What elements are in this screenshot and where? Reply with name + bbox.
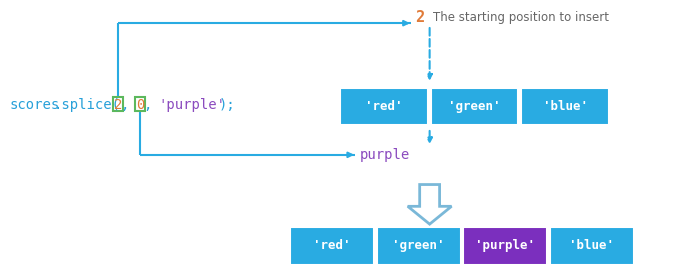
Text: 0: 0 <box>136 98 144 112</box>
Text: .splice(: .splice( <box>54 98 121 112</box>
FancyBboxPatch shape <box>550 227 634 265</box>
Text: 'purple': 'purple' <box>159 98 225 112</box>
Text: ,: , <box>121 98 138 112</box>
Text: ,: , <box>144 98 161 112</box>
FancyBboxPatch shape <box>377 227 460 265</box>
Text: );: ); <box>219 98 235 112</box>
Text: 'green': 'green' <box>448 100 501 113</box>
Text: 'green': 'green' <box>392 239 445 252</box>
Text: The starting position to insert: The starting position to insert <box>432 11 609 24</box>
Text: 'red': 'red' <box>365 100 402 113</box>
FancyBboxPatch shape <box>521 88 609 125</box>
Text: purple: purple <box>360 148 410 162</box>
Text: 2: 2 <box>415 10 424 25</box>
Text: 'red': 'red' <box>313 239 351 252</box>
FancyBboxPatch shape <box>340 88 428 125</box>
Text: 2: 2 <box>114 98 123 112</box>
Polygon shape <box>408 184 452 224</box>
Text: 'blue': 'blue' <box>543 100 588 113</box>
Text: 'purple': 'purple' <box>475 239 535 252</box>
Text: scores: scores <box>10 98 60 112</box>
FancyBboxPatch shape <box>290 227 374 265</box>
FancyBboxPatch shape <box>464 227 547 265</box>
FancyBboxPatch shape <box>430 88 518 125</box>
Text: 'blue': 'blue' <box>569 239 614 252</box>
